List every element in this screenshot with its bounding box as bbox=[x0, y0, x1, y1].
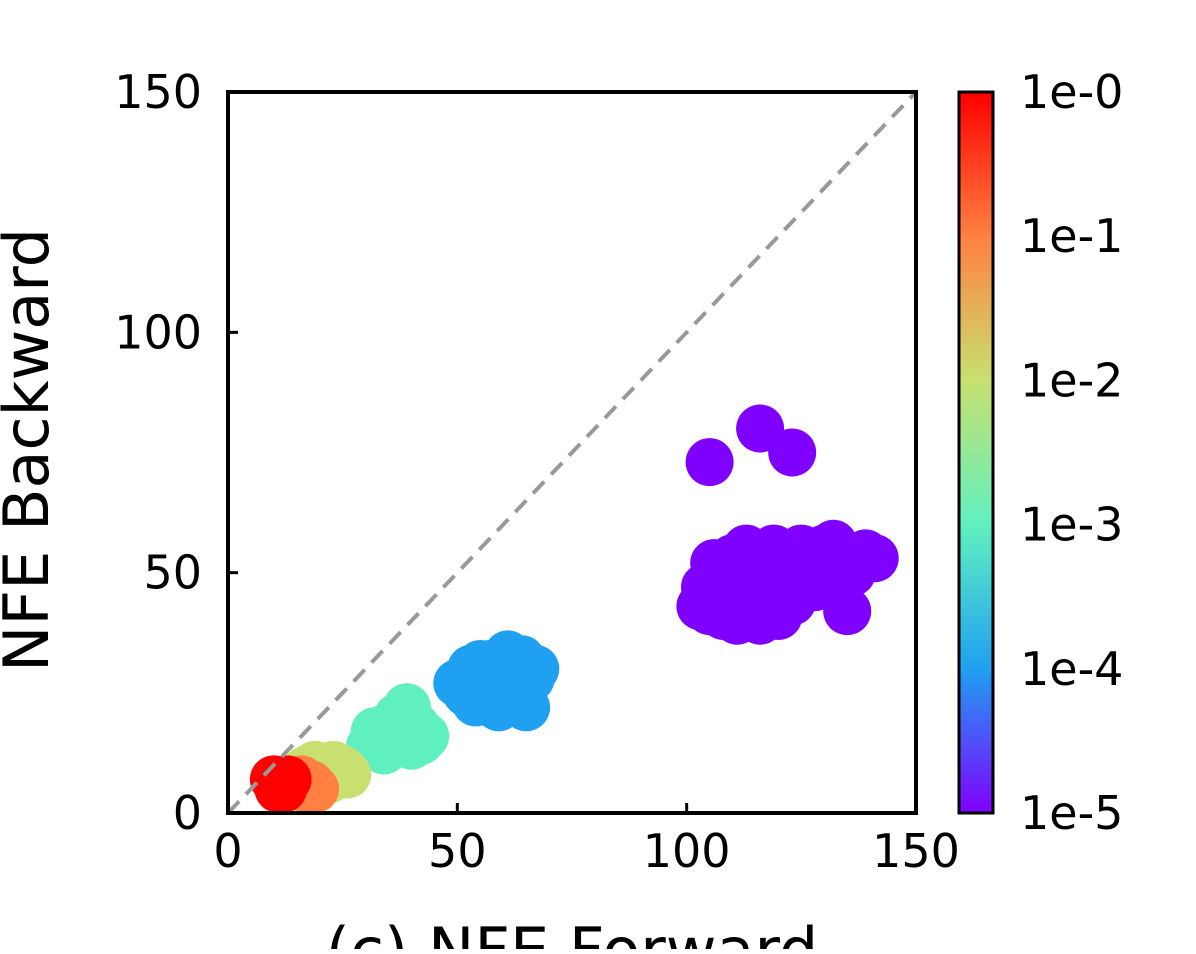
colorbar-tick-label: 1e-4 bbox=[1020, 642, 1123, 696]
colorbar-tick-label: 1e-1 bbox=[1020, 209, 1123, 263]
data-point-1e-3 bbox=[401, 712, 450, 761]
x-tick-label: 100 bbox=[643, 824, 731, 878]
data-point-1e-5 bbox=[823, 587, 872, 636]
data-point-1e-4 bbox=[497, 635, 546, 684]
data-point-1e-5 bbox=[850, 534, 899, 583]
y-axis-label: NFE Backward bbox=[0, 228, 63, 672]
x-axis-label: (c) NFE Forward bbox=[326, 914, 818, 949]
colorbar bbox=[957, 90, 995, 815]
x-tick-label: 50 bbox=[428, 824, 487, 878]
reference-diagonal-line bbox=[226, 90, 918, 815]
colorbar-tick-label: 1e-2 bbox=[1020, 353, 1123, 407]
y-tick-label: 50 bbox=[143, 546, 202, 600]
y-tick-label: 150 bbox=[114, 65, 202, 119]
data-point-1e-0 bbox=[259, 765, 307, 813]
x-tick-label: 0 bbox=[213, 824, 242, 878]
points-layer bbox=[249, 404, 899, 813]
y-tick-label: 0 bbox=[173, 786, 202, 840]
y-tick-label: 100 bbox=[114, 305, 202, 359]
colorbar-tick-label: 1e-3 bbox=[1020, 498, 1123, 552]
x-tick-label: 150 bbox=[872, 824, 960, 878]
data-point-1e-5 bbox=[685, 438, 734, 487]
axes-layer: 0 50 100 150 0 50 100 150 bbox=[114, 65, 960, 878]
colorbar-labels: 1e-0 1e-1 1e-2 1e-3 1e-4 1e-5 bbox=[1020, 65, 1123, 840]
plot-area-frame bbox=[226, 90, 918, 815]
data-point-1e-5 bbox=[768, 428, 817, 477]
colorbar-tick-label: 1e-0 bbox=[1020, 65, 1123, 119]
colorbar-tick-label: 1e-5 bbox=[1020, 786, 1123, 840]
